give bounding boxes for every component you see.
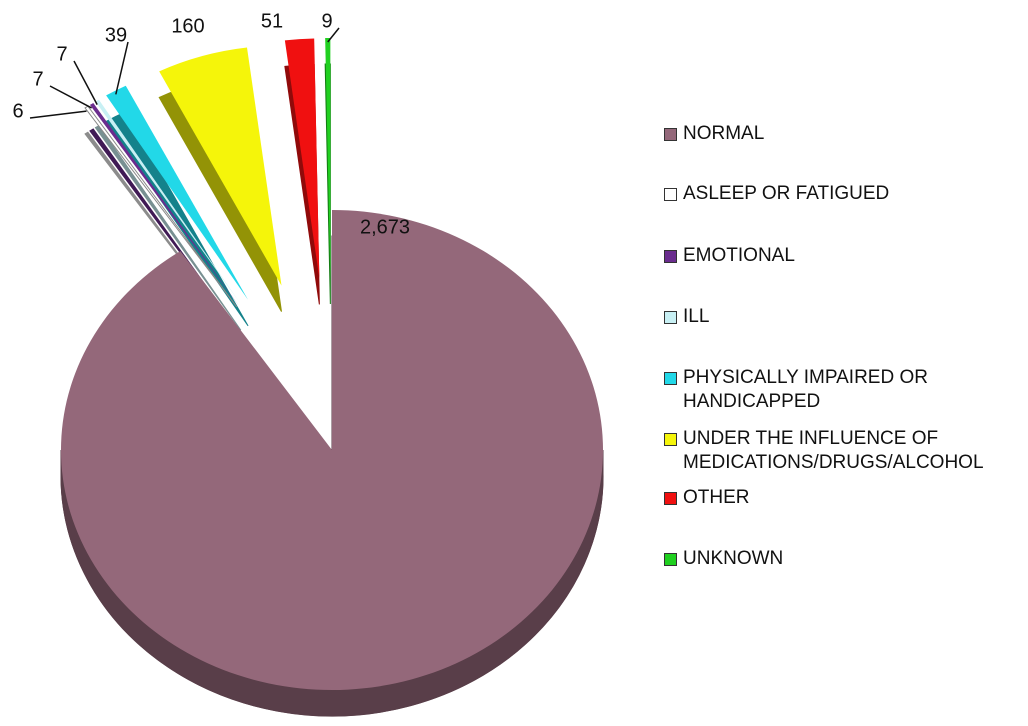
data-label: 2,673: [360, 216, 410, 238]
leader-line: [115, 41, 129, 95]
legend-swatch: [664, 250, 677, 263]
data-label: 39: [105, 24, 127, 46]
slice: [159, 47, 282, 286]
legend-item: PHYSICALLY IMPAIRED OR HANDICAPPED: [664, 366, 1028, 414]
legend-swatch: [664, 433, 677, 446]
leader-line: [29, 110, 87, 119]
legend-label: EMOTIONAL: [683, 245, 795, 266]
legend-swatch: [664, 372, 677, 385]
legend-item: ILL: [664, 305, 1028, 329]
legend-label: ILL: [683, 306, 710, 327]
slice: [284, 38, 320, 279]
legend-item: ASLEEP OR FATIGUED: [664, 182, 1028, 206]
data-label: 51: [261, 10, 283, 32]
legend-swatch: [664, 311, 677, 324]
legend-label: UNDER THE INFLUENCE OF MEDICATIONS/DRUGS…: [683, 428, 984, 473]
data-label: 7: [56, 43, 67, 65]
slice: [106, 85, 249, 300]
data-label: 6: [12, 100, 23, 122]
slice: [325, 38, 331, 279]
legend-swatch: [664, 188, 677, 201]
legend-item: UNKNOWN: [664, 547, 1028, 571]
legend-item: EMOTIONAL: [664, 244, 1028, 268]
data-label: 7: [32, 68, 43, 90]
slice: [89, 102, 239, 306]
data-label: 9: [321, 10, 332, 32]
leader-line: [49, 85, 92, 109]
leader-line: [73, 60, 98, 106]
leader-line: [327, 27, 340, 43]
legend-label: PHYSICALLY IMPAIRED OR HANDICAPPED: [683, 367, 928, 412]
legend-swatch: [664, 492, 677, 505]
slice: [95, 99, 241, 305]
legend-item: UNDER THE INFLUENCE OF MEDICATIONS/DRUGS…: [664, 427, 1028, 475]
legend-item: NORMAL: [664, 122, 1028, 146]
legend-label: NORMAL: [683, 123, 765, 144]
legend-label: UNKNOWN: [683, 548, 784, 569]
legend-label: OTHER: [683, 487, 750, 508]
data-label: 160: [171, 15, 204, 37]
legend-swatch: [664, 128, 677, 141]
legend-swatch: [664, 553, 677, 566]
slice: [61, 210, 604, 690]
legend-item: OTHER: [664, 486, 1028, 510]
legend-label: ASLEEP OR FATIGUED: [683, 183, 890, 204]
